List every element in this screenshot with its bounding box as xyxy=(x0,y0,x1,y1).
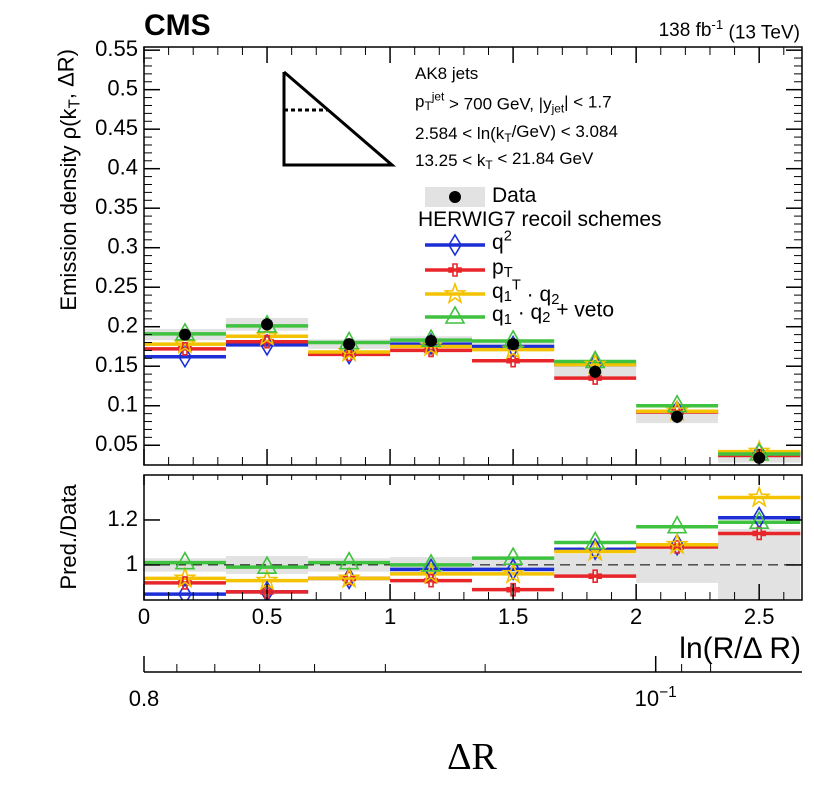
y-tick-label: 0.05 xyxy=(95,431,138,456)
y-tick-label: 0.5 xyxy=(107,75,138,100)
marker-star xyxy=(443,281,467,305)
marker-circle xyxy=(178,328,191,341)
marker-circle xyxy=(343,338,356,351)
marker-cross xyxy=(752,526,766,541)
marker-star xyxy=(665,532,689,555)
legend-label: pT xyxy=(492,256,513,281)
x2-tick-label: 10−1 xyxy=(635,684,677,711)
annotation: AK8 jets xyxy=(415,64,478,83)
y-tick-label: 0.25 xyxy=(95,273,138,298)
lumi-label: 138 fb-1 (13 TeV) xyxy=(659,17,800,44)
x-tick-label: 1.5 xyxy=(498,604,529,629)
ratio-y-tick-label: 1 xyxy=(126,551,138,576)
marker-diamond xyxy=(260,580,274,600)
marker-triangle xyxy=(666,515,688,534)
marker-diamond xyxy=(424,557,438,581)
marker-cross xyxy=(260,585,274,599)
marker-star xyxy=(501,561,525,584)
annotation: pTjet > 700 GeV, |yjet| < 1.7 xyxy=(415,90,612,116)
marker-triangle xyxy=(338,551,360,570)
ratio-plot xyxy=(144,485,802,600)
marker-triangle xyxy=(748,510,770,530)
marker-cross xyxy=(424,343,438,358)
marker-cross xyxy=(178,576,192,590)
marker-cross xyxy=(260,334,274,349)
x-tick-label: 2.5 xyxy=(744,604,775,629)
marker-diamond xyxy=(448,233,462,257)
experiment-label: CMS xyxy=(144,9,211,42)
x-tick-label: 0 xyxy=(138,604,150,629)
y-tick-label: 0.4 xyxy=(107,154,138,179)
y-tick-label: 0.3 xyxy=(107,234,138,259)
legend-data-marker xyxy=(449,191,461,203)
x2-tick-label: 0.8 xyxy=(129,686,160,711)
marker-diamond xyxy=(178,345,192,369)
ratio-y-axis-label: Pred./Data xyxy=(56,484,81,590)
marker-star xyxy=(337,565,361,589)
y-tick-label: 0.55 xyxy=(95,36,138,61)
lund-plane-icon xyxy=(282,70,397,167)
legend-label: q1T · q2 xyxy=(492,277,559,308)
ratio-uncertainty-band xyxy=(225,555,309,574)
y-axis-label: Emission density ρ(kT, ΔR) xyxy=(54,49,84,311)
x-tick-label: 1 xyxy=(384,604,396,629)
legend-label: q2 xyxy=(492,228,512,253)
marker-cross xyxy=(448,263,462,277)
top-plot xyxy=(144,314,801,465)
y-tick-label: 0.2 xyxy=(107,313,138,338)
x-tick-label: 0.5 xyxy=(252,604,283,629)
marker-triangle xyxy=(502,546,524,565)
marker-circle xyxy=(425,334,438,347)
legend-label: Data xyxy=(492,184,537,207)
marker-cross xyxy=(588,569,602,583)
marker-diamond xyxy=(342,342,357,366)
x-tick-label: 2 xyxy=(630,604,642,629)
marker-diamond xyxy=(178,582,192,600)
legend-header: HERWIG7 recoil schemes xyxy=(418,208,662,231)
annotation: 13.25 < kT < 21.84 GeV xyxy=(415,150,594,173)
annotation: 2.584 < ln(kT/GeV) < 3.084 xyxy=(415,123,618,146)
marker-star xyxy=(173,565,197,589)
marker-triangle xyxy=(174,551,196,570)
marker-cross xyxy=(506,582,520,597)
x2-axis-label: ΔR xyxy=(447,736,497,778)
marker-diamond xyxy=(506,557,521,581)
marker-star xyxy=(747,485,772,508)
marker-circle xyxy=(671,410,684,423)
x-axis-label: ln(R/Δ R) xyxy=(679,632,801,665)
y-tick-label: 0.15 xyxy=(95,352,138,377)
marker-diamond xyxy=(588,537,603,561)
marker-circle xyxy=(507,338,520,351)
marker-diamond xyxy=(260,333,274,357)
y-tick-label: 0.1 xyxy=(107,392,138,417)
marker-triangle xyxy=(256,555,278,574)
marker-circle xyxy=(261,318,274,331)
marker-circle xyxy=(589,365,602,378)
legend-label: q1 · q2 + veto xyxy=(492,298,614,328)
marker-star xyxy=(173,331,197,355)
marker-triangle xyxy=(444,305,466,324)
marker-triangle xyxy=(420,553,442,572)
marker-star xyxy=(255,323,279,347)
ratio-frame xyxy=(143,474,803,601)
marker-triangle xyxy=(584,530,606,550)
y-tick-label: 0.35 xyxy=(95,194,138,219)
y-tick-label: 0.45 xyxy=(95,115,138,140)
marker-cross xyxy=(178,342,192,356)
ratio-y-tick-label: 1.2 xyxy=(107,506,138,531)
